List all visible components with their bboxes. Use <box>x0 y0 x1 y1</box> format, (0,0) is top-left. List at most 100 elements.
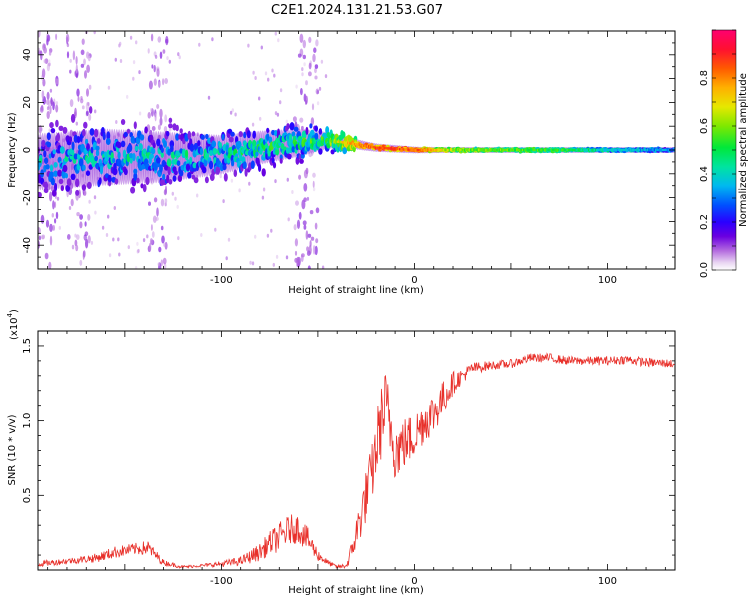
spectrogram-energy-mark <box>99 165 104 173</box>
spectrogram-noise-mark <box>311 103 315 111</box>
spectrogram-noise-mark <box>156 207 159 217</box>
spectrogram-noise-mark <box>318 86 322 91</box>
spectrogram-noise-mark <box>159 117 163 126</box>
spectrogram-energy-mark <box>314 132 319 140</box>
spectrogram-energy-mark <box>185 149 189 158</box>
spectrogram-y-tick-label: 0 <box>22 147 33 153</box>
spectrogram-energy-mark <box>205 133 209 140</box>
spectrogram-ridge-mark <box>340 140 342 144</box>
spectrogram-noise-mark <box>314 67 317 74</box>
spectrogram-ridge-mark <box>651 148 653 152</box>
spectrogram-energy-mark <box>291 146 296 153</box>
spectrogram-energy-mark <box>66 178 72 187</box>
spectrogram-noise-mark <box>312 180 315 188</box>
spectrogram-noise-mark <box>159 51 163 59</box>
spectrogram-energy-mark <box>191 131 196 137</box>
spectrogram-noise-mark <box>274 31 277 36</box>
spectrogram-ridge-mark <box>355 143 357 146</box>
spectrogram-energy-mark <box>38 191 42 198</box>
spectrogram-ridge-mark <box>597 148 599 152</box>
spectrogram-ridge-mark <box>582 148 584 152</box>
spectrogram-ridge-mark <box>341 141 343 144</box>
spectrogram-ridge-mark <box>392 147 394 150</box>
spectrogram-ridge-mark <box>381 146 384 150</box>
spectrogram-energy-mark <box>46 132 51 141</box>
spectrogram-noise-mark <box>176 204 179 209</box>
spectrogram-energy-mark <box>58 125 64 131</box>
spectrogram-ridge-mark <box>643 148 645 152</box>
spectrogram-ridge-mark <box>365 144 367 148</box>
spectrogram-ridge-mark <box>342 141 344 144</box>
spectrogram-ridge-mark <box>491 148 494 152</box>
spectrogram-energy-mark <box>114 178 119 185</box>
spectrogram-noise-mark <box>151 64 154 69</box>
spectrogram-ridge-mark <box>429 148 431 152</box>
spectrogram-ridge-mark <box>480 148 482 152</box>
spectrogram-noise-mark <box>56 196 60 201</box>
spectrogram-energy-mark <box>271 157 275 164</box>
spectrogram-ridge-mark <box>659 148 662 152</box>
spectrogram-ridge-mark <box>483 148 486 152</box>
spectrogram-energy-mark <box>176 160 181 167</box>
spectrogram-ridge-mark <box>446 148 448 152</box>
spectrogram-noise-mark <box>274 179 277 184</box>
spectrogram-ridge-mark <box>657 148 659 152</box>
spectrogram-ridge-mark <box>605 148 607 152</box>
spectrogram-energy-mark <box>265 133 270 141</box>
spectrogram-energy-mark <box>187 130 192 140</box>
spectrogram-energy-mark <box>116 141 122 149</box>
snr-y-tick-label: 0.5 <box>22 487 33 503</box>
spectrogram-ridge-mark <box>612 148 614 152</box>
spectrogram-noise-mark <box>146 234 149 239</box>
spectrogram-ridge-mark <box>373 146 376 149</box>
spectrogram-ridge-mark <box>574 148 576 152</box>
spectrogram-noise-mark <box>76 212 80 217</box>
spectrogram-noise-mark <box>249 260 252 265</box>
spectrogram-ridge-mark <box>613 148 615 152</box>
spectrogram-noise-mark <box>69 58 72 63</box>
spectrogram-ridge-mark <box>571 148 574 152</box>
spectrogram-noise-mark <box>81 105 85 110</box>
spectrogram-energy-mark <box>221 134 225 141</box>
spectrogram-energy-mark <box>94 128 99 137</box>
spectrogram-noise-mark <box>305 100 307 105</box>
spectrogram-energy-mark <box>189 156 193 165</box>
spectrogram-noise-mark <box>55 104 59 113</box>
spectrogram-ridge-mark <box>394 147 396 150</box>
spectrogram-ridge-mark <box>614 148 616 152</box>
spectrogram-noise-mark <box>276 112 280 117</box>
spectrogram-noise-mark <box>161 235 165 244</box>
spectrogram-noise-mark <box>279 100 282 105</box>
spectrogram-energy-mark <box>120 140 126 148</box>
spectrogram-noise-mark <box>307 233 312 238</box>
spectrogram-noise-mark <box>84 70 87 79</box>
spectrogram-energy-mark <box>55 119 59 128</box>
spectrogram-noise-mark <box>291 190 294 194</box>
spectrogram-energy-mark <box>57 169 62 177</box>
spectrogram-noise-mark <box>160 198 165 207</box>
spectrogram-noise-mark <box>55 33 58 40</box>
spectrogram-ridge-mark <box>648 148 650 152</box>
spectrogram-noise-mark <box>119 41 122 46</box>
spectrogram-energy-mark <box>159 164 163 173</box>
spectrogram-ridge-mark <box>564 148 567 152</box>
spectrogram-noise-mark <box>39 106 44 113</box>
spectrogram-noise-mark <box>114 57 118 62</box>
spectrogram-noise-mark <box>136 241 139 246</box>
spectrogram-noise-mark <box>259 116 262 121</box>
spectrogram-ridge-mark <box>444 148 446 152</box>
spectrogram-noise-mark <box>277 38 280 43</box>
spectrogram-ridge-mark <box>454 148 457 152</box>
spectrogram-ridge-mark <box>440 148 443 152</box>
spectrogram-energy-mark <box>75 189 80 196</box>
spectrogram-noise-mark <box>293 224 297 231</box>
spectrogram-energy-mark <box>102 132 106 141</box>
spectrogram-ridge-mark <box>626 148 628 152</box>
spectrogram-noise-mark <box>67 234 71 240</box>
spectrogram-noise-mark <box>117 237 120 242</box>
spectrogram-ridge-mark <box>448 148 451 152</box>
spectrogram-ridge-mark <box>447 148 450 152</box>
spectrogram-noise-mark <box>285 119 288 124</box>
spectrogram-noise-mark <box>267 77 270 82</box>
spectrogram-noise-mark <box>52 224 55 231</box>
